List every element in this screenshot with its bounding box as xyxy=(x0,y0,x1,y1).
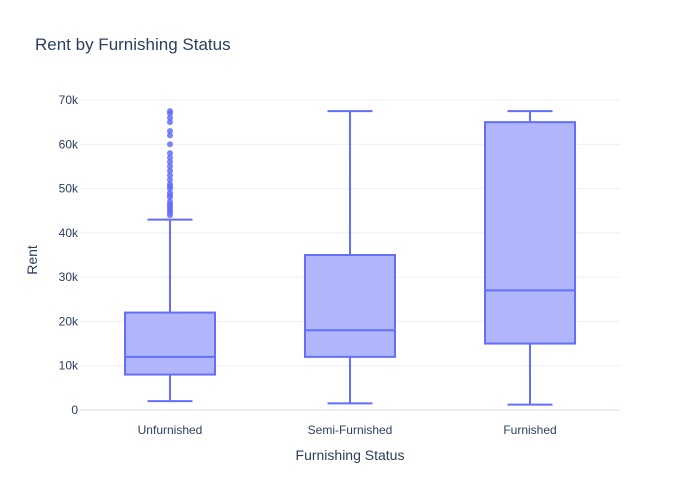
y-axis-ticks: 0 10k 20k 30k 40k 50k 60k 70k xyxy=(59,93,79,417)
box-series[interactable] xyxy=(124,108,576,406)
iqr-box xyxy=(304,254,396,358)
iqr-box xyxy=(124,311,216,376)
y-tick-label: 50k xyxy=(59,182,79,196)
x-axis-ticks: Unfurnished Semi-Furnished Furnished xyxy=(138,423,557,437)
x-axis-title: Furnishing Status xyxy=(296,447,405,463)
y-tick-label: 70k xyxy=(59,93,79,107)
outlier-point xyxy=(167,172,173,179)
y-axis-title: Rent xyxy=(24,245,40,275)
box-furnished[interactable] xyxy=(484,110,576,406)
chart-title: Rent by Furnishing Status xyxy=(35,35,231,54)
x-tick-label: Semi-Furnished xyxy=(308,423,393,437)
box-unfurnished[interactable] xyxy=(124,108,216,403)
outlier-point xyxy=(167,167,173,174)
outlier-point xyxy=(167,128,173,134)
outlier-point xyxy=(167,181,173,188)
y-tick-label: 20k xyxy=(59,314,79,328)
y-tick-label: 60k xyxy=(59,137,79,151)
outlier-point xyxy=(167,159,173,165)
outlier-point xyxy=(167,132,173,139)
outlier-point xyxy=(167,108,173,115)
x-tick-label: Unfurnished xyxy=(138,423,203,437)
y-tick-label: 40k xyxy=(59,226,79,240)
outlier-point xyxy=(167,119,173,126)
outlier-point xyxy=(167,198,173,205)
outlier-point xyxy=(167,176,173,183)
outlier-point xyxy=(167,141,173,148)
y-tick-label: 0 xyxy=(71,403,78,417)
outlier-point xyxy=(167,154,173,161)
outlier-point xyxy=(167,190,173,196)
iqr-box xyxy=(484,121,576,345)
box-semi-furnished[interactable] xyxy=(304,110,396,405)
outlier-point xyxy=(167,114,173,121)
x-tick-label: Furnished xyxy=(503,423,556,437)
y-tick-label: 30k xyxy=(59,270,79,284)
y-tick-label: 10k xyxy=(59,359,79,373)
outlier-point xyxy=(167,163,173,170)
outlier-point xyxy=(167,150,173,157)
